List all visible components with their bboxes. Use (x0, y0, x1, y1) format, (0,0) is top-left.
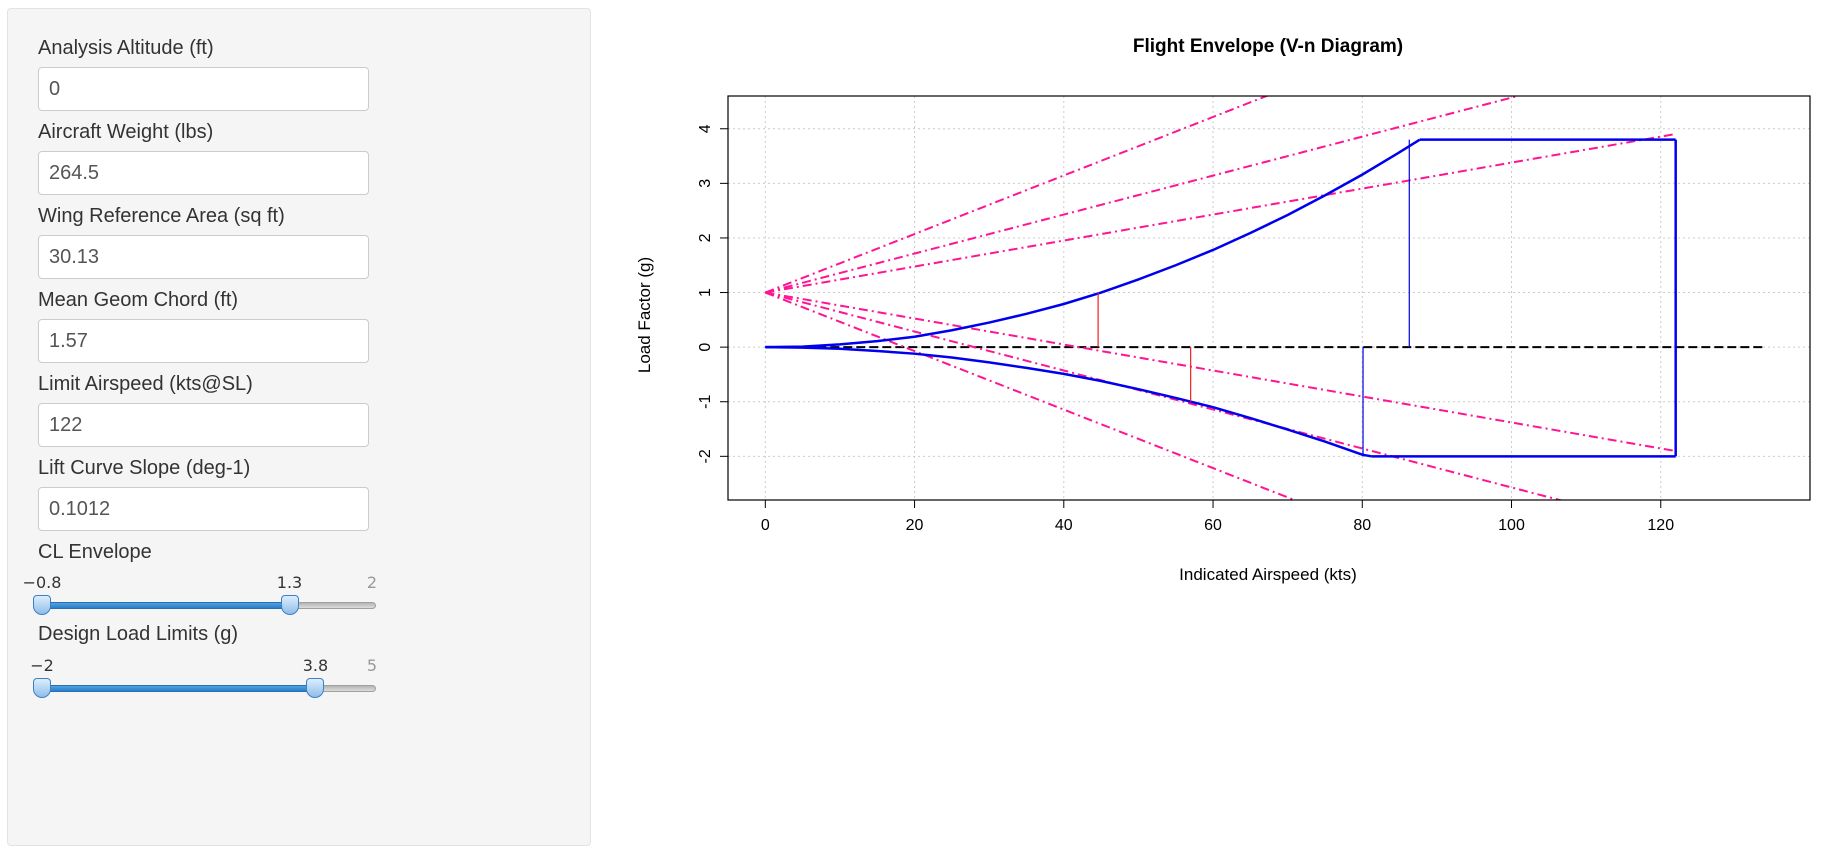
x-tick-label: 100 (1498, 517, 1525, 534)
chord-input[interactable] (38, 319, 369, 363)
slider-high-value: 3.8 (302, 656, 329, 675)
cl-envelope-slider[interactable]: −0.8 1.3 2 (23, 573, 378, 629)
positive-stall-curve (765, 138, 1421, 349)
limit-airspeed-label: Limit Airspeed (kts@SL) (38, 373, 253, 395)
gust-line (764, 291, 1298, 500)
slider-low-value: −0.8 (22, 573, 62, 592)
slider-selected-range (42, 685, 316, 692)
gust-line (765, 96, 1522, 294)
altitude-input[interactable] (38, 67, 369, 111)
x-tick-label: 80 (1353, 517, 1371, 534)
y-tick-label: 1 (697, 288, 714, 297)
series-group (764, 96, 1766, 500)
gust-line (765, 291, 1676, 453)
slider-low-handle[interactable] (33, 595, 51, 615)
slider-low-handle[interactable] (33, 678, 51, 698)
slider-max-value: 2 (366, 573, 378, 592)
slider-high-handle[interactable] (280, 595, 299, 615)
load-limits-slider[interactable]: −2 3.8 5 (30, 656, 378, 712)
plot-area: 0 20 40 60 80 100 120 -2 -1 0 1 2 3 4 (697, 95, 1811, 534)
chord-label: Mean Geom Chord (ft) (38, 289, 239, 311)
plot-frame (727, 95, 1811, 501)
y-tick-label: 4 (697, 124, 714, 133)
slider-selected-range (42, 602, 290, 609)
y-tick-label: 3 (697, 179, 714, 188)
negative-stall-curve (765, 345, 1372, 458)
x-tick-label: 40 (1055, 517, 1073, 534)
input-sidebar: Analysis Altitude (ft) Aircraft Weight (… (7, 8, 591, 846)
wing-area-label: Wing Reference Area (sq ft) (38, 205, 285, 227)
vn-diagram-chart: Flight Envelope (V-n Diagram) Indicated … (635, 36, 1811, 584)
gust-line (764, 96, 1270, 294)
y-axis-label: Load Factor (g) (635, 257, 654, 373)
altitude-label: Analysis Altitude (ft) (38, 37, 214, 59)
x-axis-label: Indicated Airspeed (kts) (1179, 565, 1357, 584)
cl-envelope-label: CL Envelope (38, 541, 152, 563)
limit-airspeed-input[interactable] (38, 403, 369, 447)
gust-line (765, 133, 1676, 294)
y-tick-label: -2 (697, 449, 714, 463)
load-limits-label: Design Load Limits (g) (38, 623, 239, 645)
slider-high-value: 1.3 (276, 573, 303, 592)
y-tick-label: 2 (697, 233, 714, 242)
y-tick-label: 0 (697, 343, 714, 352)
weight-label: Aircraft Weight (lbs) (38, 121, 214, 143)
weight-input[interactable] (38, 151, 369, 195)
x-tick-label: 120 (1647, 517, 1674, 534)
chart-title: Flight Envelope (V-n Diagram) (1133, 36, 1403, 57)
slider-high-handle[interactable] (306, 678, 325, 698)
lift-slope-input[interactable] (38, 487, 369, 531)
slider-max-value: 5 (366, 656, 378, 675)
lift-slope-label: Lift Curve Slope (deg-1) (38, 457, 251, 479)
x-tick-label: 0 (761, 517, 770, 534)
slider-low-value: −2 (30, 656, 54, 675)
gust-line (765, 291, 1564, 500)
y-tick-label: -1 (697, 395, 714, 409)
x-tick-label: 60 (1204, 517, 1222, 534)
wing-area-input[interactable] (38, 235, 369, 279)
x-tick-label: 20 (906, 517, 924, 534)
